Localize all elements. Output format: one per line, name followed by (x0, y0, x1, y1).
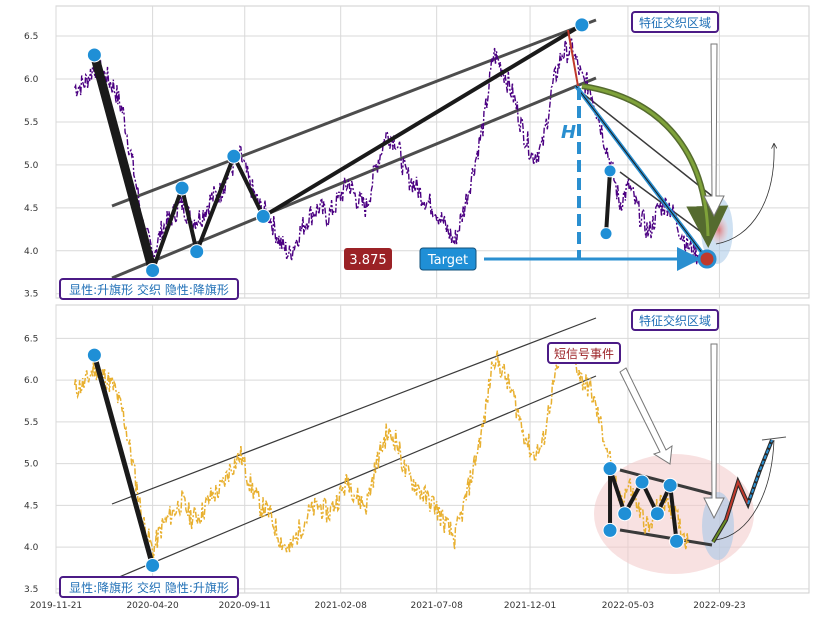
zigzag-segment (150, 186, 185, 273)
zigzag-segment (668, 485, 679, 542)
y-tick-label: 4.0 (24, 247, 39, 257)
pivot-point (174, 180, 190, 196)
zigzag-segment (89, 50, 158, 276)
tick-labels: 3.5 4.0 4.5 5.0 5.5 6.0 6.5 3.5 4.0 4.5 5.0 5.5 6.0 6… (24, 32, 746, 611)
projected-path-red (725, 479, 749, 521)
green-projection-arc-inner (581, 84, 710, 237)
pivot-point (145, 263, 161, 279)
pivot-point (574, 17, 590, 33)
y-tick-label: 6.5 (24, 32, 38, 42)
y-tick-label: 5.5 (24, 118, 38, 128)
signal-label-text: 短信号事件 (554, 347, 614, 361)
x-tick-label: 2022-09-23 (693, 601, 745, 611)
x-tick-label: 2021-12-01 (504, 601, 556, 611)
pivot-point (662, 477, 678, 493)
top-callout-arrow (703, 43, 725, 218)
pivot-point (86, 347, 102, 363)
bottom-pattern-label: 显性:降旗形 交织 隐性:升旗形 (59, 576, 239, 598)
y-tick-label: 3.5 (24, 585, 38, 595)
zigzag-segment (608, 467, 627, 515)
top-pattern-label: 显性:升旗形 交织 隐性:降旗形 (59, 278, 239, 300)
y-tick-label: 5.0 (24, 460, 39, 470)
signal-label: 短信号事件 (547, 342, 621, 364)
top-region-label: 特征交织区域 (631, 11, 719, 33)
x-tick-label: 2021-07-08 (411, 601, 464, 611)
y-tick-label: 4.5 (24, 204, 38, 214)
target-badge-text: Target (427, 253, 468, 268)
pivot-point (145, 557, 161, 573)
y-tick-label: 6.5 (24, 334, 38, 344)
x-tick-label: 2019-11-21 (30, 601, 82, 611)
pivot-point (255, 208, 271, 224)
y-tick-label: 5.0 (24, 161, 39, 171)
pivot-point (669, 533, 685, 549)
bottom-region-label: 特征交织区域 (631, 309, 719, 331)
projected-path-blue (747, 439, 773, 505)
pivot-point (617, 506, 633, 522)
y-tick-label: 5.5 (24, 418, 38, 428)
signal-callout-arrow (619, 367, 673, 465)
target-badge: Target (419, 247, 477, 271)
projected-cap (761, 436, 787, 441)
y-tick-label: 4.0 (24, 543, 39, 553)
x-tick-label: 2022-05-03 (602, 601, 654, 611)
x-tick-label: 2020-04-20 (126, 601, 179, 611)
pivot-point (599, 227, 613, 241)
h-label: H (561, 122, 576, 143)
price-badge-text: 3.875 (349, 253, 386, 268)
x-tick-label: 2021-02-08 (315, 601, 368, 611)
zigzag-segment (180, 186, 199, 254)
projected-path-green (712, 519, 727, 543)
bottom-zigzag (86, 347, 685, 573)
y-tick-label: 6.0 (24, 376, 39, 386)
bottom-price-line (73, 343, 689, 559)
zigzag-segment (194, 154, 236, 254)
projection-line-core (575, 85, 707, 259)
top-pattern-text: 显性:升旗形 交织 隐性:降旗形 (69, 282, 229, 297)
peak-drop-line (567, 29, 579, 87)
pivot-point (226, 148, 242, 164)
y-tick-label: 6.0 (24, 75, 39, 85)
top-region-text: 特征交织区域 (639, 15, 711, 30)
y-tick-label: 3.5 (24, 290, 38, 300)
bottom-callout-arrow (703, 343, 725, 520)
top-thin-arrow (715, 144, 774, 245)
top-target-glow (710, 216, 728, 244)
bottom-thin-arrow (715, 439, 775, 541)
y-tick-label: 4.5 (24, 501, 38, 511)
pivot-point (603, 164, 617, 178)
pivot-point (634, 474, 650, 490)
zigzag-segment (604, 170, 613, 234)
top-zigzag (86, 17, 617, 279)
price-badge: 3.875 (344, 248, 392, 270)
zigzag-segment (261, 22, 584, 219)
target-point (697, 249, 717, 269)
pivot-point (86, 47, 102, 63)
pivot-point (189, 244, 205, 260)
x-tick-label: 2020-09-11 (219, 601, 271, 611)
pivot-point (602, 522, 618, 538)
pivot-point (602, 461, 618, 477)
pivot-point (649, 506, 665, 522)
bottom-region-text: 特征交织区域 (639, 313, 711, 328)
zigzag-segment (231, 154, 266, 219)
zigzag-segment (91, 352, 156, 568)
bottom-pattern-text: 显性:降旗形 交织 隐性:升旗形 (69, 580, 229, 595)
